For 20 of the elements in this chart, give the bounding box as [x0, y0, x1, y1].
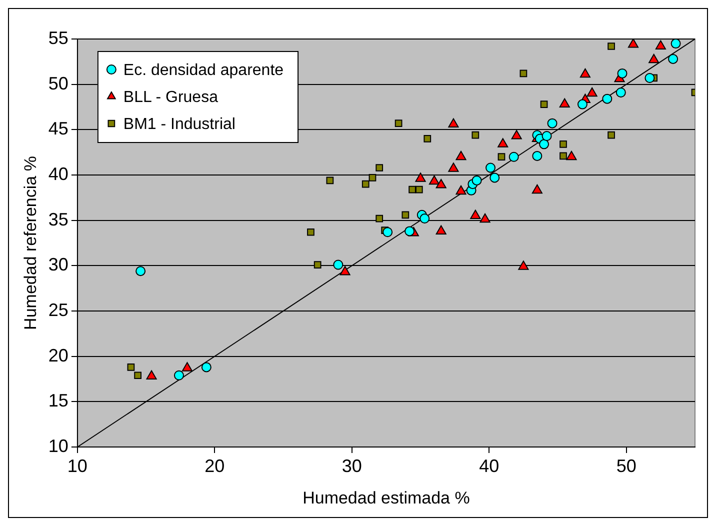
- legend-label: BLL - Gruesa: [123, 88, 218, 106]
- y-tick-label: 10: [48, 436, 68, 456]
- x-tick-label: 40: [479, 456, 500, 476]
- y-tick-label: 30: [48, 254, 68, 275]
- y-tick-label: 40: [48, 164, 68, 184]
- y-tick-label: 20: [48, 345, 68, 366]
- x-tick-label: 30: [342, 456, 362, 476]
- y-tick-label: 25: [48, 300, 68, 320]
- x-tick-label: 10: [67, 456, 88, 476]
- x-tick-label: 50: [616, 456, 636, 476]
- y-axis-title: Humedad referencia %: [20, 156, 40, 330]
- y-tick-label: 55: [48, 28, 68, 48]
- x-axis-title: Humedad estimada %: [302, 488, 470, 508]
- y-tick-label: 45: [48, 118, 68, 139]
- x-tick-label: 20: [204, 456, 225, 476]
- legend-label: BM1 - Industrial: [123, 116, 236, 133]
- legend-label: Ec. densidad aparente: [123, 62, 284, 79]
- y-tick-label: 50: [48, 73, 68, 94]
- y-tick-label: 15: [48, 390, 68, 411]
- y-tick-label: 35: [48, 209, 68, 230]
